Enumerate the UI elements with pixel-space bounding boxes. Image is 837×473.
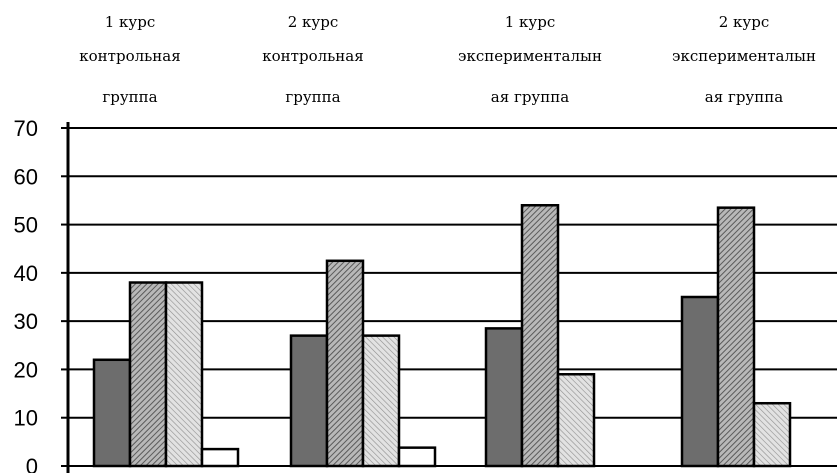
- category-label: эксперименталын: [672, 47, 816, 65]
- bar-series2-cat3: [520, 204, 560, 468]
- bar-series4-cat2: [397, 446, 437, 468]
- y-tick-label: 20: [14, 357, 38, 382]
- category-label: контрольная: [262, 47, 363, 65]
- bar-series1-cat2: [289, 334, 329, 468]
- y-tick-label: 40: [14, 261, 38, 286]
- bar-series1-cat3: [484, 327, 524, 468]
- category-label: группа: [102, 88, 157, 106]
- category-label: 1 курс: [505, 13, 556, 31]
- bar-series1-cat4: [680, 295, 720, 468]
- category-label: 2 курс: [288, 13, 339, 31]
- y-tick-label: 0: [26, 454, 38, 473]
- y-tick-label: 10: [14, 406, 38, 431]
- y-tick-label: 60: [14, 164, 38, 189]
- bar-series1-cat1: [92, 358, 132, 468]
- bar-series3-cat2: [361, 334, 401, 468]
- y-tick-label: 50: [14, 213, 38, 238]
- category-label: контрольная: [79, 47, 180, 65]
- category-label: 1 курс: [105, 13, 156, 31]
- bars: [92, 204, 792, 468]
- category-label: ая группа: [491, 88, 569, 106]
- category-label: группа: [285, 88, 340, 106]
- y-tick-label: 30: [14, 309, 38, 334]
- y-tick-label: 70: [14, 116, 38, 141]
- bar-series2-cat1: [128, 281, 168, 468]
- bar-series2-cat4: [716, 206, 756, 468]
- bar-series3-cat3: [556, 373, 596, 468]
- category-labels: 1 курс контрольная группа 2 курс контрольная…: [79, 13, 816, 106]
- bar-series2-cat2: [325, 259, 365, 468]
- category-label: 2 курс: [719, 13, 770, 31]
- y-tick-labels: 0 10 20 30 40 50 60 70: [14, 116, 38, 473]
- category-label: ая группа: [705, 88, 783, 106]
- bar-series4-cat1: [200, 447, 240, 468]
- axes: [61, 122, 70, 473]
- bar-series3-cat1: [164, 281, 204, 468]
- bar-series3-cat4: [752, 401, 792, 468]
- category-label: эксперименталын: [458, 47, 602, 65]
